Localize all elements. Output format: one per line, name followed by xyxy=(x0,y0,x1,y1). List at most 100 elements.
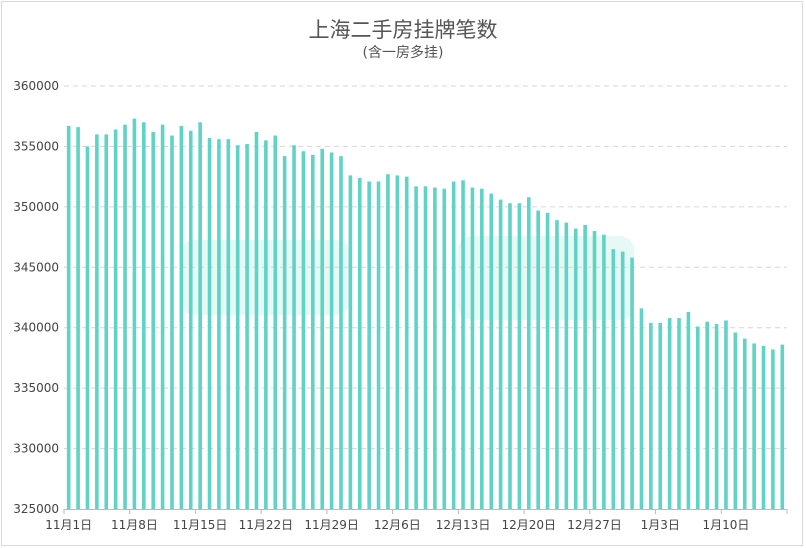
bar xyxy=(714,324,719,509)
y-tick-label: 350000 xyxy=(13,200,59,214)
chart-title: 上海二手房挂牌笔数 xyxy=(308,18,498,42)
bar xyxy=(433,187,437,509)
bar xyxy=(423,186,428,509)
bar xyxy=(620,251,625,509)
bar xyxy=(451,181,456,509)
bar xyxy=(677,318,681,509)
bar xyxy=(151,131,156,509)
x-tick-label: 11月29日 xyxy=(304,518,359,532)
bar xyxy=(733,332,738,509)
chart-subtitle: (含一房多挂) xyxy=(362,45,444,61)
bar xyxy=(404,176,409,509)
bar xyxy=(517,203,522,509)
bar xyxy=(273,135,278,509)
bar xyxy=(301,151,306,509)
bar xyxy=(113,129,118,509)
bar xyxy=(780,344,785,509)
x-tick-label: 11月15日 xyxy=(173,518,228,532)
x-tick-label: 1月3日 xyxy=(641,518,680,532)
bar xyxy=(123,124,127,509)
bar xyxy=(170,135,174,509)
bar xyxy=(545,212,550,509)
bar xyxy=(226,139,231,510)
bar xyxy=(583,224,587,509)
bar xyxy=(555,220,559,509)
bar xyxy=(573,228,578,509)
bar xyxy=(742,338,747,509)
bar xyxy=(357,177,362,509)
bar xyxy=(724,320,728,509)
bar xyxy=(536,210,540,510)
bar xyxy=(348,175,353,510)
x-tick-label: 11月1日 xyxy=(45,518,92,532)
bar xyxy=(367,181,371,509)
bar xyxy=(686,312,691,509)
x-tick-label: 12月6日 xyxy=(374,518,421,532)
bar xyxy=(526,197,531,509)
bar xyxy=(76,127,80,509)
x-tick-label: 1月10日 xyxy=(703,518,750,532)
bar xyxy=(442,188,447,509)
bar xyxy=(104,134,109,510)
y-tick-label: 360000 xyxy=(13,79,59,93)
bar xyxy=(658,322,663,509)
bar xyxy=(639,308,644,509)
bar xyxy=(179,125,184,509)
bar xyxy=(264,140,268,509)
bar xyxy=(245,144,249,510)
x-tick-label: 12月13日 xyxy=(436,518,491,532)
y-tick-label: 345000 xyxy=(13,260,59,274)
bar xyxy=(376,181,381,509)
bar xyxy=(564,222,569,509)
bar xyxy=(461,180,465,510)
bar xyxy=(329,152,334,509)
bar xyxy=(695,326,700,509)
x-tick-label: 12月20日 xyxy=(502,518,557,532)
bar xyxy=(630,257,634,509)
bar xyxy=(85,146,90,509)
bar xyxy=(761,345,766,509)
bar xyxy=(217,139,221,510)
bar xyxy=(311,154,315,510)
bar xyxy=(235,145,240,509)
x-tick-label: 11月22日 xyxy=(239,518,294,532)
bar xyxy=(386,174,390,509)
y-tick-label: 335000 xyxy=(13,381,59,395)
bar xyxy=(508,203,512,509)
bar xyxy=(480,188,484,509)
bar xyxy=(602,234,606,509)
bar xyxy=(254,131,259,509)
bar xyxy=(705,321,709,509)
bar xyxy=(66,125,71,509)
bar xyxy=(470,187,475,509)
bar xyxy=(771,349,775,509)
bar xyxy=(160,124,165,509)
bar xyxy=(611,249,616,509)
bar xyxy=(292,145,296,509)
y-tick-label: 330000 xyxy=(13,442,59,456)
bar xyxy=(649,322,653,509)
y-tick-label: 325000 xyxy=(13,502,59,516)
bar xyxy=(282,156,287,509)
bar xyxy=(339,156,343,509)
bar xyxy=(95,134,99,510)
y-tick-label: 355000 xyxy=(13,139,59,153)
bar xyxy=(489,193,494,509)
bar xyxy=(198,122,202,509)
bar xyxy=(320,148,325,510)
y-tick-label: 340000 xyxy=(13,321,59,335)
bar xyxy=(414,186,418,509)
bar xyxy=(498,199,503,509)
bar xyxy=(592,231,597,509)
x-tick-label: 11月8日 xyxy=(111,518,158,532)
bar xyxy=(142,122,146,509)
bar xyxy=(207,137,212,509)
bar xyxy=(132,118,137,509)
bar xyxy=(752,343,756,509)
x-tick-label: 12月27日 xyxy=(567,518,622,532)
bar xyxy=(395,175,400,510)
bar xyxy=(188,130,193,509)
bar xyxy=(667,318,672,509)
